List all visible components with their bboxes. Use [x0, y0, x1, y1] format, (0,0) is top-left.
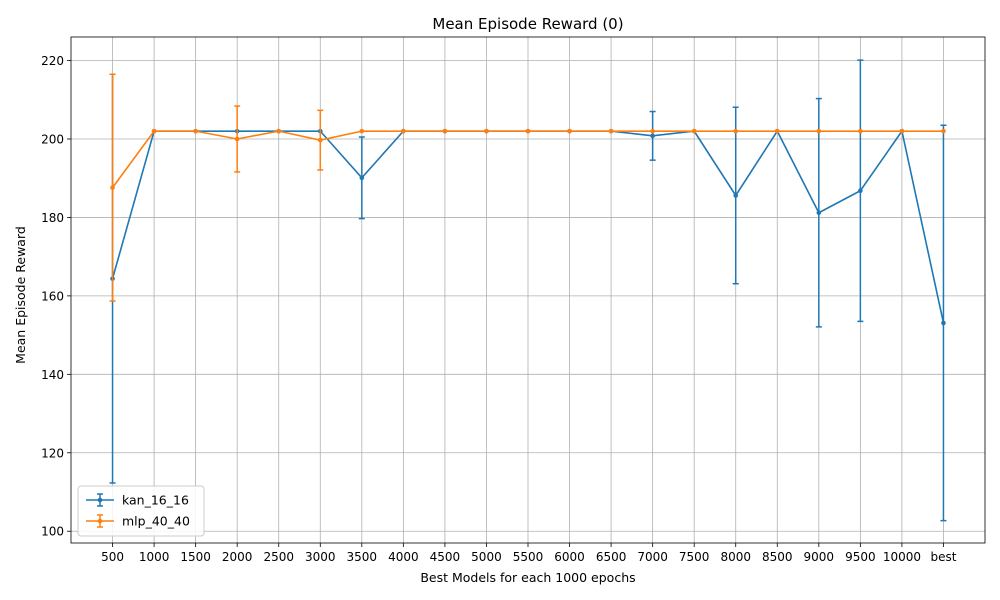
data-point: [110, 185, 115, 190]
x-tick-label: 500: [101, 550, 124, 564]
data-point: [858, 128, 863, 134]
x-tick-label: 9000: [804, 550, 835, 564]
data-point: [816, 128, 822, 134]
y-tick-label: 120: [41, 446, 64, 460]
data-point: [650, 133, 655, 139]
legend-marker: [97, 497, 103, 503]
x-tick-label: 6000: [554, 550, 585, 564]
x-tick-label: 2000: [222, 550, 253, 564]
x-tick-label: 3500: [347, 550, 378, 564]
x-axis-label: Best Models for each 1000 epochs: [420, 570, 635, 585]
data-point: [899, 128, 905, 134]
data-point: [733, 128, 739, 134]
y-tick-label: 160: [41, 289, 64, 303]
data-point: [193, 128, 198, 134]
x-tick-label: 7500: [679, 550, 710, 564]
data-point: [234, 136, 240, 142]
data-point: [151, 128, 157, 134]
y-tick-label: 180: [41, 211, 64, 225]
x-tick-label: 2500: [263, 550, 294, 564]
x-tick-label: 9500: [845, 550, 876, 564]
x-tick-label: 6500: [596, 550, 627, 564]
x-tick-label: 8500: [762, 550, 793, 564]
legend-entry: mlp_40_40: [86, 514, 190, 529]
legend-marker: [97, 518, 103, 524]
data-point: [816, 210, 822, 216]
y-tick-label: 220: [41, 54, 64, 68]
x-tick-label: 3000: [305, 550, 336, 564]
chart-title: Mean Episode Reward (0): [432, 15, 623, 33]
x-tick-label: 4000: [388, 550, 419, 564]
data-point: [774, 128, 780, 134]
data-point: [317, 137, 323, 143]
y-axis-label: Mean Episode Reward: [13, 226, 28, 364]
x-tick-label: 7000: [637, 550, 668, 564]
data-point: [941, 128, 946, 134]
x-axis: 500 1000 1500 2000 2500 3000 3500 4000 4500 5000 5…: [101, 543, 957, 564]
data-point: [484, 128, 489, 134]
y-tick-label: 100: [41, 525, 64, 539]
data-point: [941, 320, 946, 326]
data-point: [733, 193, 739, 198]
data-point: [276, 128, 282, 134]
data-point: [401, 128, 406, 134]
data-point: [650, 128, 655, 134]
y-axis: 100 120 140 160 180 200 220: [41, 54, 71, 539]
series-layer: [109, 59, 947, 522]
data-point: [858, 188, 863, 194]
legend-label: mlp_40_40: [122, 514, 190, 529]
data-point: [691, 128, 697, 134]
legend-label: kan_16_16: [122, 493, 189, 508]
x-tick-label: 10000: [883, 550, 921, 564]
data-point: [525, 128, 531, 134]
legend: kan_16_16 mlp_40_40: [77, 485, 205, 537]
x-tick-label: 8000: [720, 550, 751, 564]
x-tick-label: 5500: [513, 550, 544, 564]
legend-entry: kan_16_16: [86, 493, 189, 508]
x-tick-label: best: [930, 550, 956, 564]
data-point: [608, 128, 614, 134]
data-point: [359, 175, 365, 181]
grid: [71, 37, 985, 543]
data-point: [359, 128, 365, 134]
x-tick-label: 4500: [430, 550, 461, 564]
y-tick-label: 140: [41, 368, 64, 382]
series-mlp_40_40: [109, 73, 946, 302]
data-point: [567, 128, 572, 134]
data-point: [442, 128, 448, 134]
y-tick-label: 200: [41, 132, 64, 146]
x-tick-label: 1000: [139, 550, 170, 564]
x-tick-label: 5000: [471, 550, 502, 564]
x-tick-label: 1500: [180, 550, 211, 564]
legend-box: [77, 485, 205, 537]
